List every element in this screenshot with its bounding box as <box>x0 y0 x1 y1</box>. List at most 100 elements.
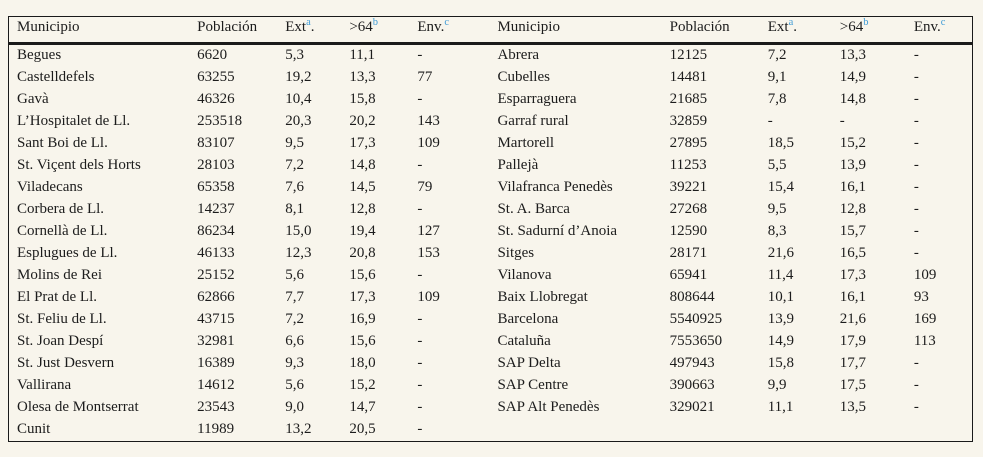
value-cell: 6620 <box>197 47 228 64</box>
col-header-poblacion-right: Población <box>661 17 760 45</box>
value-cell: 5,3 <box>285 47 304 64</box>
municipio-cell: Cunit <box>17 421 51 438</box>
value-cell: 16389 <box>197 355 235 372</box>
value-cell <box>662 419 760 441</box>
value-cell: 7,2 <box>767 47 787 64</box>
value-cell: - <box>417 47 423 64</box>
value-cell: 11253 <box>669 157 707 174</box>
value-cell: 39221 <box>669 179 708 196</box>
value-cell: - <box>417 333 423 350</box>
municipio-cell: St. A. Barca <box>497 201 570 218</box>
footnote-marker-b: b <box>372 17 379 29</box>
value-cell: 83107 <box>197 135 235 152</box>
value-cell: - <box>767 113 773 130</box>
municipality-table: Municipio Población Exta. >64b Env.c Mun… <box>9 17 972 441</box>
value-cell: 77 <box>417 69 433 86</box>
col-header-label: Municipio <box>17 19 80 36</box>
value-cell: 46133 <box>197 245 235 262</box>
table-row: Cunit 11989 13,2 20,5 - <box>9 419 972 441</box>
value-cell: 20,3 <box>285 113 312 130</box>
col-header-ext-dot: . <box>793 19 797 36</box>
value-cell: 390663 <box>669 377 715 394</box>
value-cell: 15,6 <box>349 333 376 350</box>
value-cell: 5,6 <box>285 267 304 284</box>
value-cell <box>832 419 906 441</box>
value-cell: 25152 <box>197 267 235 284</box>
table-row: St. Just Desvern 16389 9,3 18,0 - SAP Delta 49… <box>9 353 972 375</box>
municipio-cell: Olesa de Montserrat <box>17 399 139 416</box>
table-row: St. Joan Despí 32981 6,6 15,6 - Cataluña 75536… <box>9 331 972 353</box>
value-cell: 127 <box>417 223 440 240</box>
value-cell: 153 <box>417 245 440 262</box>
value-cell: 12,3 <box>285 245 312 262</box>
municipio-cell: Cubelles <box>497 69 550 86</box>
value-cell: 113 <box>913 333 936 350</box>
value-cell: 11989 <box>197 421 235 438</box>
municipio-cell: Cornellà de Ll. <box>17 223 108 240</box>
table-row: Esplugues de Ll. 46133 12,3 20,8 153 Sitges 28… <box>9 243 972 265</box>
value-cell: 143 <box>417 113 440 130</box>
col-header-label: >64 <box>839 19 864 36</box>
table-row: Begues 6620 5,3 11,1 - Abrera 12125 7,2 13,3 - <box>9 43 972 67</box>
value-cell: 21685 <box>669 91 708 108</box>
municipio-cell: Sitges <box>497 245 535 262</box>
value-cell: 46326 <box>197 91 235 108</box>
value-cell: - <box>417 157 423 174</box>
value-cell: - <box>913 223 919 240</box>
value-cell: 14,7 <box>349 399 376 416</box>
municipio-cell: Martorell <box>497 135 555 152</box>
value-cell: 808644 <box>669 289 715 306</box>
value-cell: 9,5 <box>767 201 787 218</box>
value-cell: 14612 <box>197 377 235 394</box>
value-cell: - <box>913 355 919 372</box>
value-cell: 12125 <box>669 47 708 64</box>
municipio-cell: St. Viçent dels Horts <box>17 157 141 174</box>
value-cell: 14,9 <box>839 69 867 86</box>
col-header-ext-left: Exta. <box>277 17 342 45</box>
municipio-cell: Corbera de Ll. <box>17 201 105 218</box>
value-cell: 7553650 <box>669 333 723 350</box>
value-cell: - <box>417 267 423 284</box>
value-cell: - <box>417 355 423 372</box>
value-cell: 109 <box>417 135 440 152</box>
value-cell: 17,3 <box>839 267 867 284</box>
value-cell: 18,0 <box>349 355 376 372</box>
municipality-table-frame: Municipio Población Exta. >64b Env.c Mun… <box>8 16 973 442</box>
value-cell: - <box>913 157 919 174</box>
value-cell: - <box>913 179 919 196</box>
municipio-cell: Sant Boi de Ll. <box>17 135 108 152</box>
municipio-cell: St. Just Desvern <box>17 355 115 372</box>
value-cell: 32981 <box>197 333 235 350</box>
value-cell: 17,9 <box>839 333 867 350</box>
value-cell: 15,8 <box>767 355 794 372</box>
table-row: Castelldefels 63255 19,2 13,3 77 Cubelles 1448… <box>9 67 972 89</box>
value-cell: 5540925 <box>669 311 723 328</box>
value-cell: 20,8 <box>349 245 376 262</box>
value-cell: 13,3 <box>839 47 867 64</box>
col-header-ext-right: Exta. <box>759 17 832 45</box>
table-body: Begues 6620 5,3 11,1- Abrera 12125 7,2 13,3- Cas… <box>9 43 972 441</box>
footnote-marker-a: a <box>306 17 311 29</box>
value-cell: 10,4 <box>285 91 312 108</box>
value-cell: - <box>417 311 423 328</box>
value-cell: 329021 <box>669 399 715 416</box>
value-cell: 17,3 <box>349 135 376 152</box>
value-cell: 14,9 <box>767 333 794 350</box>
value-cell: 65358 <box>197 179 235 196</box>
value-cell: 20,5 <box>349 421 376 438</box>
value-cell: 16,5 <box>839 245 867 262</box>
value-cell: - <box>913 69 919 86</box>
value-cell: 65941 <box>669 267 708 284</box>
table-row: St. Feliu de Ll. 43715 7,2 16,9 - Barcelona 55… <box>9 309 972 331</box>
value-cell: 11,1 <box>767 399 794 416</box>
value-cell: 23543 <box>197 399 235 416</box>
value-cell: 7,8 <box>767 91 787 108</box>
value-cell: 62866 <box>197 289 235 306</box>
value-cell: 7,7 <box>285 289 304 306</box>
value-cell: 19,4 <box>349 223 376 240</box>
footnote-marker-c: c <box>444 17 449 29</box>
value-cell: - <box>839 113 845 130</box>
value-cell: 5,6 <box>285 377 304 394</box>
table-row: L’Hospitalet de Ll. 253518 20,3 20,2 143 Garr… <box>9 111 972 133</box>
value-cell: 13,9 <box>767 311 794 328</box>
